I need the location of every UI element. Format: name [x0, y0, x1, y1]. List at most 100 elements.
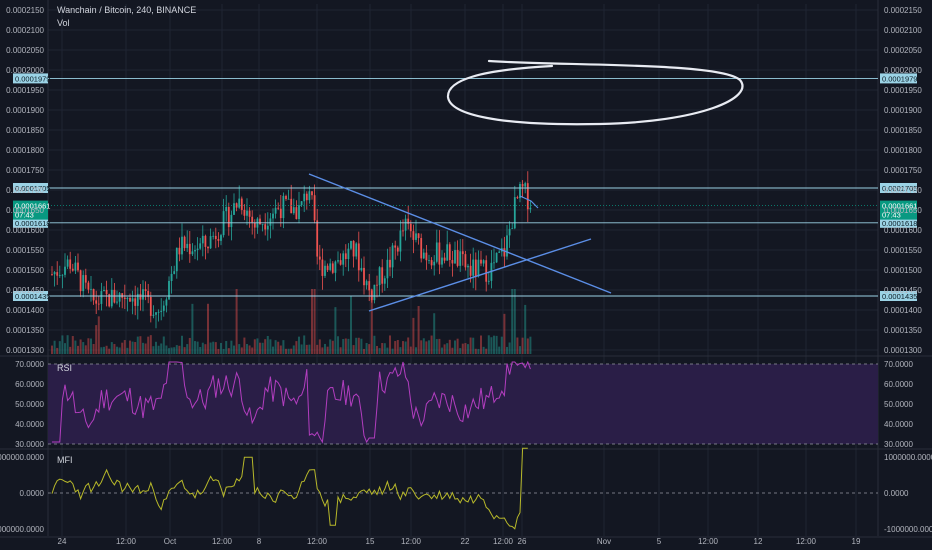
volume-bar	[253, 339, 256, 354]
level-badge-left	[13, 183, 48, 193]
candle	[508, 228, 511, 236]
volume-bar	[160, 343, 163, 354]
x-tick-label: 5	[657, 537, 662, 546]
candle	[352, 240, 355, 257]
volume-bar	[233, 345, 235, 354]
volume-bar	[90, 338, 92, 354]
volume-bar	[178, 345, 181, 354]
candle	[212, 235, 215, 237]
mfi-label: MFI	[57, 455, 73, 465]
candle	[443, 257, 446, 261]
mfi-series	[51, 447, 528, 530]
candle	[240, 198, 243, 210]
candle	[477, 259, 480, 277]
volume-bar	[334, 307, 337, 354]
x-tick-label: 12:00	[212, 537, 233, 546]
price-tick-label-right: 0.0001500	[884, 266, 922, 275]
volume-bar	[144, 343, 147, 354]
candle	[454, 250, 456, 264]
candle	[248, 210, 251, 217]
volume-bar	[480, 335, 482, 354]
candle	[186, 243, 189, 249]
price-tick-label-right: 0.0002100	[884, 26, 922, 35]
candle	[139, 293, 142, 300]
candle	[334, 261, 337, 273]
candle	[259, 218, 261, 225]
current-price-badge-left	[13, 200, 48, 220]
price-tick-label-right: 0.0001750	[884, 166, 922, 175]
candle	[438, 242, 441, 265]
volume-bar	[194, 341, 196, 354]
candle	[357, 243, 360, 271]
candle	[160, 310, 163, 312]
volume-bar	[381, 342, 384, 354]
price-tick-label-left: 0.0001750	[6, 166, 44, 175]
volume-bar	[529, 336, 532, 354]
candle	[144, 289, 147, 291]
price-tick-label-left: 0.0001800	[6, 146, 44, 155]
candle	[300, 201, 303, 206]
candle	[230, 214, 233, 228]
volume-bar	[123, 340, 126, 354]
mfi-tick-label-right: -1000000.0000	[884, 525, 932, 534]
volume-bar	[435, 339, 438, 354]
candle	[519, 183, 521, 199]
candle	[136, 293, 139, 306]
candle	[56, 272, 59, 276]
candle	[472, 259, 475, 276]
level-badge-left	[13, 217, 48, 228]
price-tick-label-left: 0.0002100	[6, 26, 44, 35]
volume-bar	[498, 346, 501, 354]
volume-bar	[412, 317, 415, 354]
price-tick-label-left: 0.0001450	[6, 286, 44, 295]
volume-bar	[201, 342, 204, 354]
volume-bar	[186, 344, 189, 354]
volume-bar	[183, 347, 186, 354]
rsi-tick-label-right: 40.0000	[884, 420, 913, 429]
candle	[386, 259, 389, 279]
volume-bar	[287, 348, 290, 354]
volume-bar	[467, 344, 469, 354]
candle	[480, 259, 482, 264]
volume-bar	[329, 339, 332, 354]
candle	[435, 242, 438, 262]
volume-bar	[181, 335, 183, 354]
volume-bar	[422, 338, 425, 354]
level-label-right: 0.0001705	[882, 184, 917, 193]
volume-bar	[175, 345, 178, 354]
price-tick-label-left: 0.0001650	[6, 206, 44, 215]
current-price-label-left: 0.0001661	[15, 202, 50, 211]
volume-bar	[53, 340, 56, 354]
volume-bar	[409, 346, 412, 354]
x-tick-label: 22	[461, 537, 470, 546]
candle	[251, 216, 254, 223]
volume-bar	[264, 339, 267, 354]
candle	[370, 290, 373, 301]
volume-bar	[308, 344, 311, 354]
candle	[428, 260, 430, 261]
candle	[235, 203, 238, 208]
volume-bar	[110, 342, 113, 354]
candle	[355, 243, 358, 257]
volume-bar	[142, 342, 144, 354]
price-tick-label-left: 0.0002050	[6, 46, 44, 55]
candle	[381, 267, 384, 284]
volume-bar	[173, 347, 176, 354]
x-tick-label: 24	[58, 537, 67, 546]
candle	[350, 240, 352, 249]
price-tick-label-left: 0.0001600	[6, 226, 44, 235]
candle	[326, 265, 329, 270]
volume-bar	[477, 348, 480, 354]
price-tick-label-right: 0.0002000	[884, 66, 922, 75]
volume-bar	[77, 345, 79, 354]
volume-bar	[298, 336, 300, 354]
volume-bar	[337, 336, 339, 354]
candle	[168, 280, 170, 300]
rsi-tick-label-right: 30.0000	[884, 440, 913, 449]
mfi-tick-label-left: -1000000.0000	[0, 525, 45, 534]
candle	[420, 238, 423, 259]
axis-labels: 0.0002150 0.0002150 0.0002100 0.0002100 0.00…	[0, 6, 932, 546]
volume-bar	[417, 306, 420, 354]
candle	[272, 213, 274, 219]
volume-bar	[251, 347, 254, 354]
